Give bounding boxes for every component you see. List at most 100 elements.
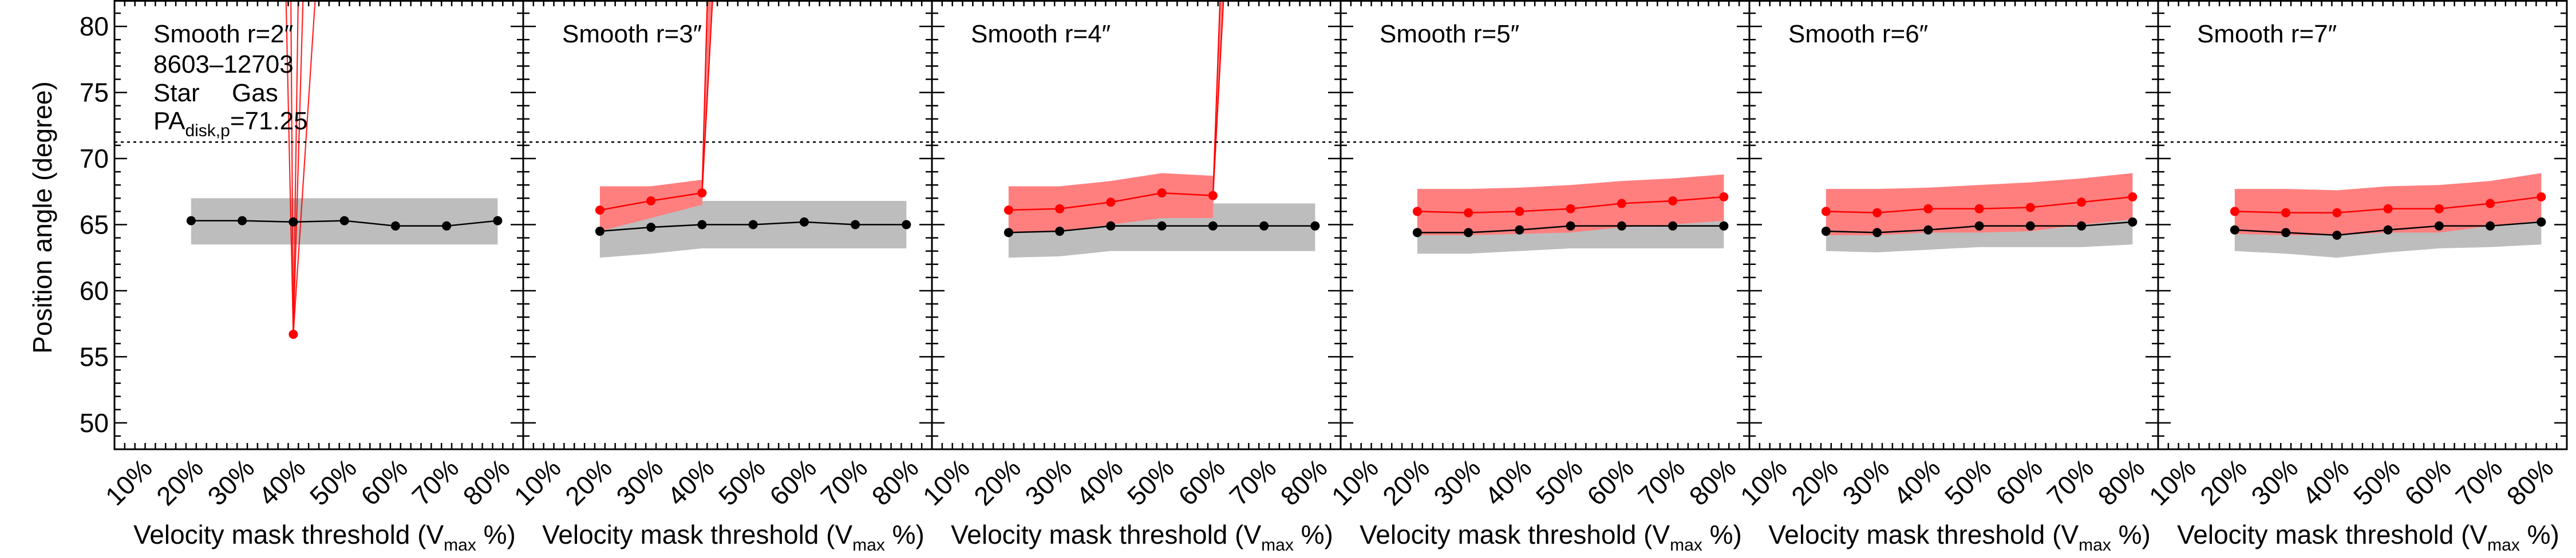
star-point (1515, 225, 1524, 235)
gas-fan-line (293, 0, 316, 335)
x-axis-title: Velocity mask threshold (Vmax %) (2177, 520, 2559, 555)
x-axis-title-sub: max (1261, 536, 1294, 555)
x-axis-title: Velocity mask threshold (Vmax %) (133, 520, 516, 555)
x-tick-label: 20% (1377, 453, 1435, 511)
x-tick-label: 40% (2297, 453, 2355, 511)
star-point (851, 220, 860, 229)
x-axis-title-main: Velocity mask threshold (V (133, 520, 444, 549)
gas-point (2537, 192, 2546, 202)
star-band (599, 200, 907, 258)
x-tick-label: 80% (457, 453, 516, 511)
x-tick-label: 10% (917, 453, 975, 511)
star-point (1566, 221, 1575, 231)
x-tick-label: 40% (1479, 453, 1538, 511)
panel-4: 10%20%30%40%50%60%70%80% Smooth r=5″ Veloc… (1326, 0, 1751, 555)
legend-pa-value: =71.25 (230, 107, 308, 135)
gas-point (1106, 197, 1116, 207)
y-tick-label: 80 (80, 11, 109, 41)
gas-point (1821, 207, 1831, 216)
star-point (1872, 228, 1882, 238)
x-tick-label: 40% (1888, 453, 1946, 511)
y-tick-label: 60 (80, 276, 109, 306)
gas-point (1464, 208, 1473, 217)
x-axis-title: Velocity mask threshold (Vmax %) (951, 520, 1333, 555)
x-axis-title-main: Velocity mask threshold (V (1360, 520, 1670, 549)
x-tick-label: 70% (1223, 453, 1282, 511)
gas-point (1617, 199, 1626, 208)
x-axis-title-sub: max (852, 536, 885, 555)
x-tick-label: 30% (1019, 453, 1077, 511)
x-axis-title-main: Velocity mask threshold (V (951, 520, 1261, 549)
legend-pa-label: PAdisk,p=71.25 (153, 107, 308, 140)
star-point (902, 220, 911, 229)
panel-title: Smooth r=5″ (1380, 20, 1519, 48)
gas-point (1719, 192, 1729, 202)
star-point (2128, 217, 2138, 227)
x-tick-label: 10% (508, 453, 567, 511)
y-tick-label: 65 (80, 210, 109, 240)
legend-gas-label: Gas (232, 79, 278, 107)
x-tick-label: 80% (2092, 453, 2151, 511)
x-axis-title-suffix: %) (2111, 520, 2151, 549)
y-tick-label: 50 (80, 408, 109, 438)
panel-title: Smooth r=3″ (562, 20, 702, 48)
star-point (646, 223, 656, 232)
star-point (799, 217, 809, 227)
x-tick-label: 50% (1939, 453, 1997, 511)
star-point (1821, 227, 1831, 236)
plot-area (932, 0, 1341, 258)
gas-point (2332, 208, 2342, 217)
x-axis-title: Velocity mask threshold (Vmax %) (1360, 520, 1742, 555)
x-tick-label: 60% (1990, 453, 2048, 511)
x-tick-label: 40% (253, 453, 311, 511)
star-point (748, 220, 758, 229)
legend-star-label: Star (153, 79, 200, 107)
plot-area (1341, 141, 1749, 254)
gas-point (1668, 196, 1678, 205)
x-tick-label: 70% (406, 453, 464, 511)
x-tick-label: 10% (1735, 453, 1793, 511)
x-axis-title-suffix: %) (2520, 520, 2559, 549)
star-point (1310, 221, 1320, 231)
star-point (1719, 221, 1729, 231)
gas-point (1412, 207, 1422, 216)
panel-3: 10%20%30%40%50%60%70%80% Smooth r=4″ Veloc… (917, 0, 1342, 555)
legend-pa-subscript: disk,p (185, 121, 230, 140)
gas-fan-line (285, 0, 294, 335)
star-point (339, 216, 349, 225)
legend: 8603–12703 Star Gas PAdisk,p=71.25 (153, 50, 308, 140)
panel-5: 10%20%30%40%50%60%70%80% Smooth r=6″ Veloc… (1735, 0, 2159, 555)
star-point (186, 216, 196, 225)
plot-area (1749, 141, 2158, 252)
star-point (1974, 221, 1984, 231)
x-tick-label: 20% (2194, 453, 2253, 511)
star-point (2383, 225, 2393, 235)
x-tick-label: 10% (1326, 453, 1384, 511)
gas-point (1055, 204, 1065, 213)
x-tick-label: 80% (866, 453, 924, 511)
gas-point (2383, 204, 2393, 213)
star-point (2434, 221, 2444, 231)
x-axis-title-main: Velocity mask threshold (V (1768, 520, 2079, 549)
star-point (1259, 221, 1269, 231)
y-tick-label: 55 (80, 342, 109, 371)
star-point (2332, 230, 2342, 240)
gas-band (599, 180, 702, 232)
gas-point (646, 196, 656, 205)
x-tick-label: 10% (2143, 453, 2202, 511)
star-point (238, 216, 247, 225)
x-tick-label: 10% (100, 453, 158, 511)
x-axis-title-main: Velocity mask threshold (V (2177, 520, 2487, 549)
x-axis-title-sub: max (444, 536, 476, 555)
y-axis-title: Position angle (degree) (27, 81, 57, 354)
x-axis-title-sub: max (1670, 536, 1702, 555)
gas-point (2281, 208, 2291, 217)
gas-runaway-band (1212, 0, 1224, 212)
x-tick-label: 80% (2501, 453, 2559, 511)
x-tick-label: 60% (764, 453, 822, 511)
gas-point (595, 205, 605, 215)
x-tick-label: 20% (559, 453, 618, 511)
gas-point (1515, 207, 1524, 216)
x-tick-label: 40% (662, 453, 720, 511)
